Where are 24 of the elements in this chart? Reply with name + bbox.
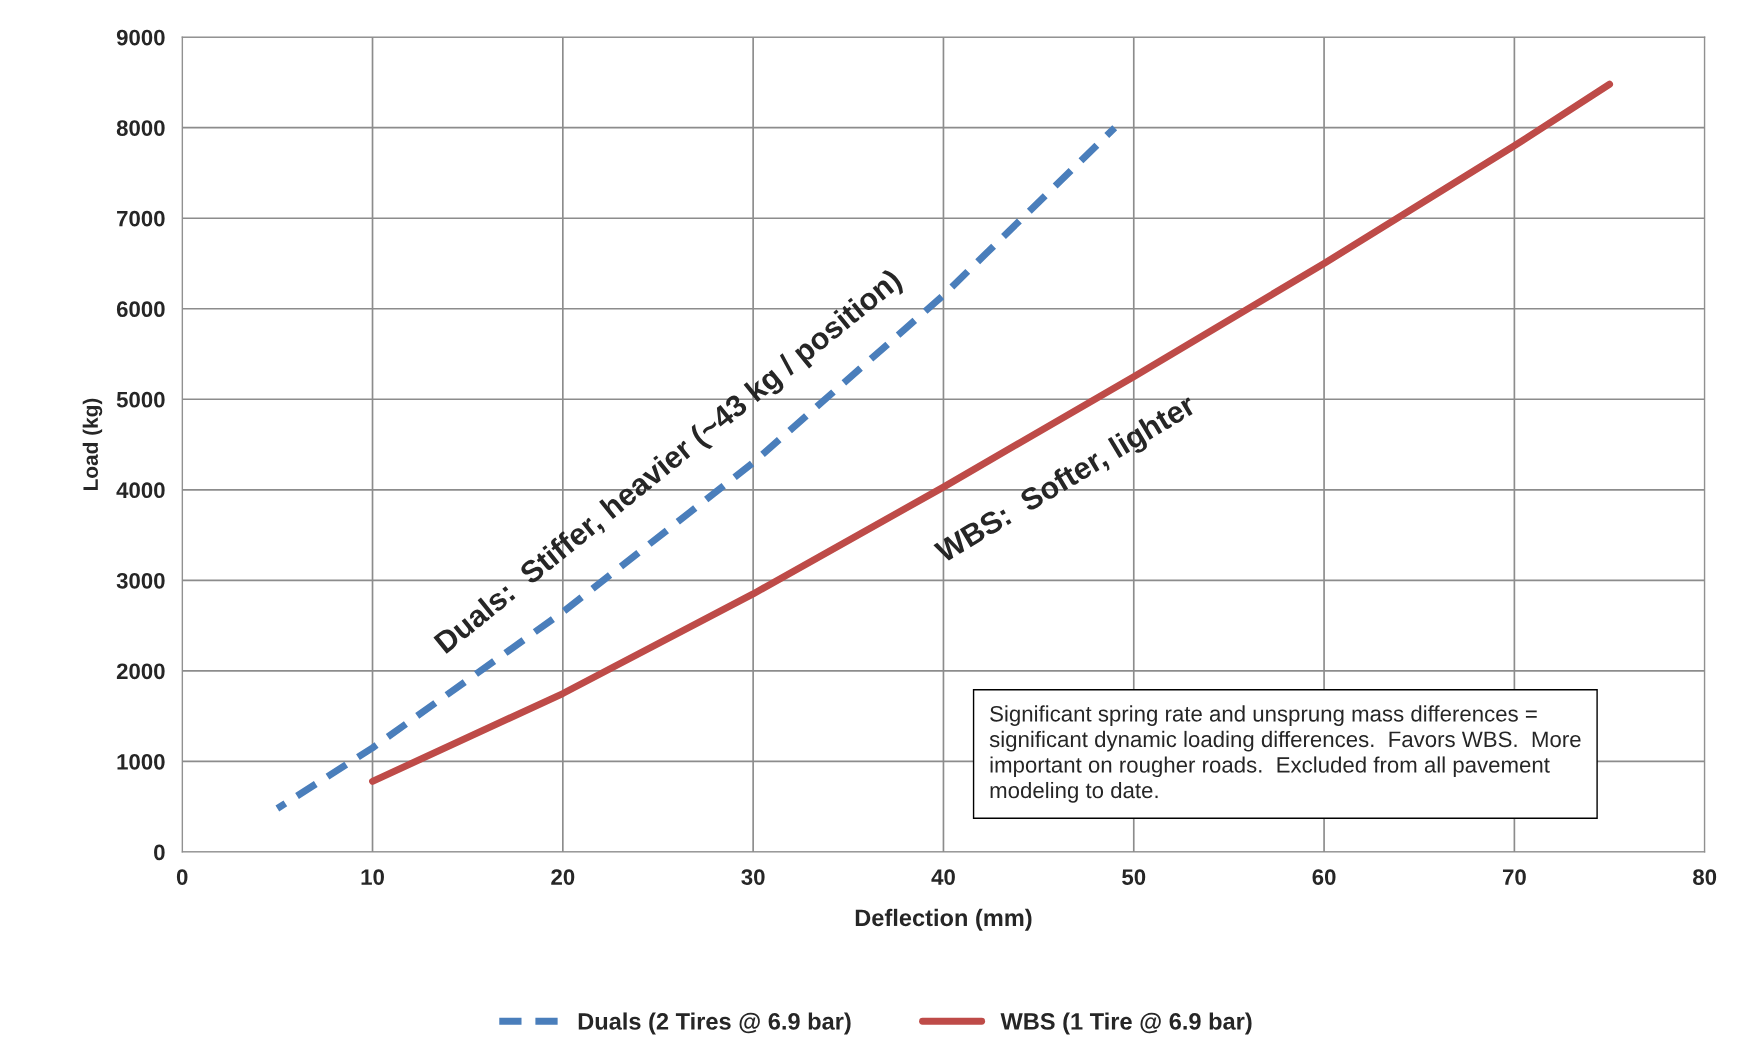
y-tick-label: 5000 (116, 391, 165, 408)
legend-label: WBS (1 Tire @ 6.9 bar) (1000, 1012, 1252, 1035)
annotation: Significant spring rate and unsprung mass differences = significant dynamic loading differences. Favors WBS. More important on rougher roads. Excluded from all pavement modeling to date. (989, 705, 1581, 803)
x-tick-label: 10 (361, 869, 384, 885)
x-axis-title: Deflection (mm) (855, 908, 1032, 931)
x-tick-label: 0 (176, 869, 188, 885)
y-axis-title: Load (kg) (82, 398, 103, 491)
x-tick-label: 70 (1502, 869, 1526, 885)
y-tick-label: 8000 (116, 120, 165, 136)
y-tick-label: 7000 (117, 210, 165, 227)
y-tick-label: 9000 (116, 29, 165, 46)
y-tick-label: 0 (154, 844, 165, 861)
x-tick-label: 40 (931, 869, 955, 885)
y-tick-label: 3000 (116, 572, 165, 589)
y-tick-label: 4000 (116, 482, 165, 499)
y-tick-label: 1000 (117, 753, 165, 770)
x-tick-label: 80 (1693, 869, 1717, 885)
x-tick-label: 30 (741, 869, 765, 885)
x-tick-label: 50 (1122, 869, 1146, 885)
x-tick-label: 20 (551, 869, 575, 885)
y-tick-label: 6000 (116, 301, 165, 318)
y-tick-label: 2000 (116, 663, 165, 680)
legend-label: Duals (2 Tires @ 6.9 bar) (578, 1012, 851, 1035)
x-tick-label: 60 (1312, 869, 1336, 885)
